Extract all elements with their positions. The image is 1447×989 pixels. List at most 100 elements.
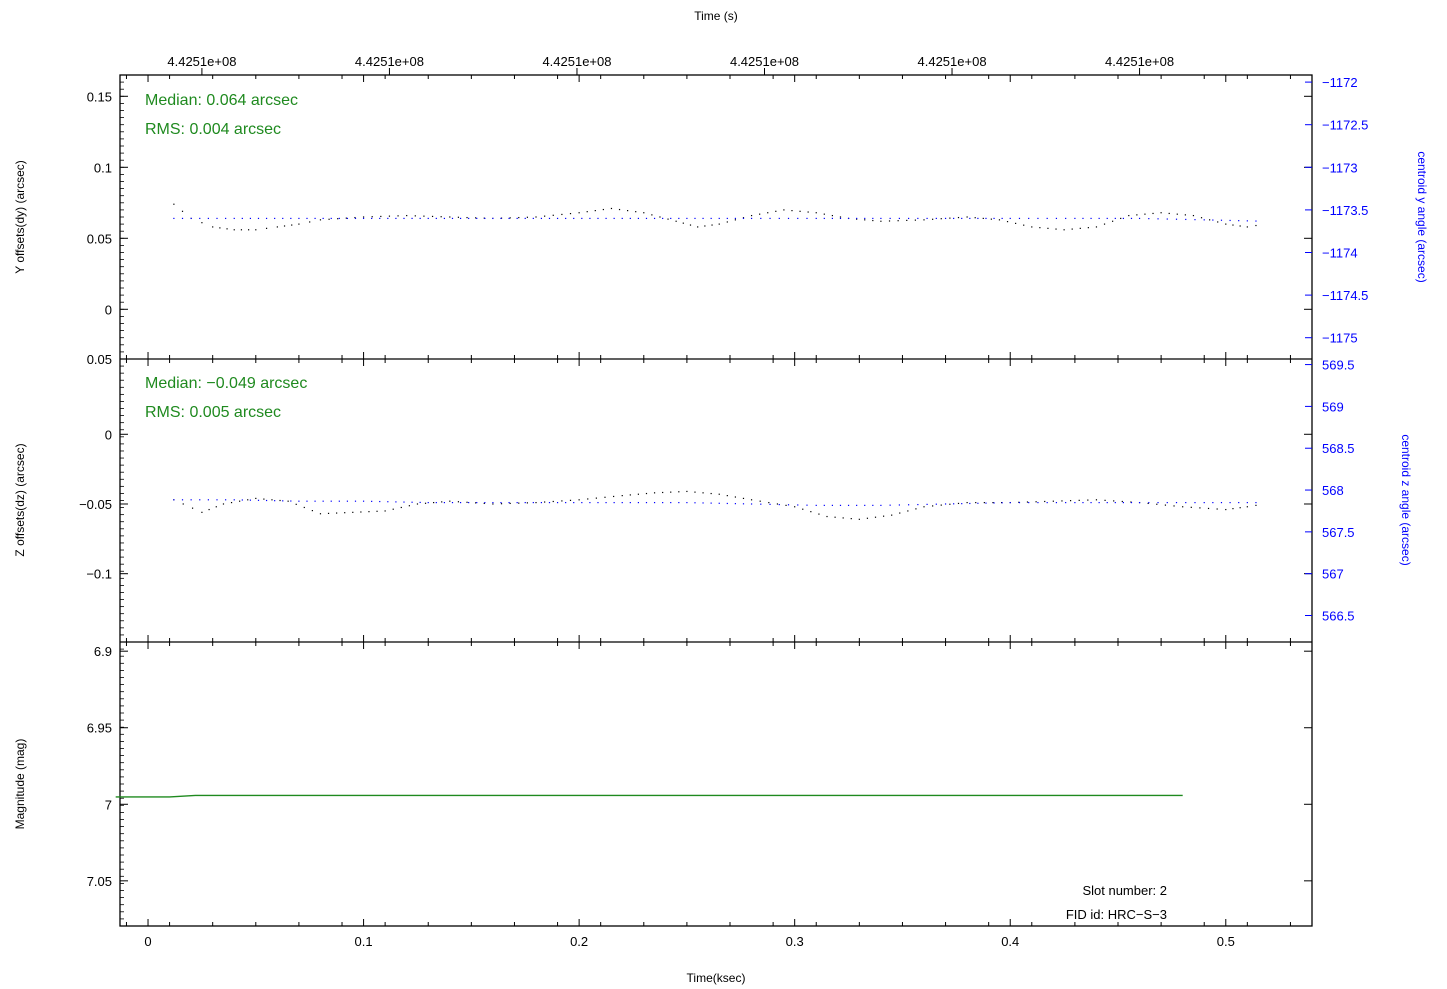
data-point-blue [742, 217, 745, 220]
data-point-blue [225, 217, 227, 220]
data-point-black [344, 512, 346, 514]
data-point-blue [387, 217, 389, 220]
data-point-black [433, 501, 435, 504]
data-point-black [1063, 229, 1065, 231]
data-point-black [240, 229, 243, 231]
data-point-black [850, 518, 852, 520]
data-point-blue [1212, 219, 1214, 221]
right-axis-tick-label: −1174 [1322, 246, 1358, 261]
data-point-black [552, 214, 554, 216]
data-point-black [940, 218, 942, 220]
data-point-blue [1114, 217, 1116, 220]
data-point-blue [216, 217, 218, 220]
data-point-blue [760, 217, 762, 220]
data-point-blue [1166, 501, 1168, 504]
data-point-blue [889, 217, 891, 220]
y-rms-text: RMS: 0.004 arcsec [145, 121, 281, 138]
data-point-black [629, 494, 631, 496]
data-point-blue [769, 217, 771, 220]
data-point-blue [898, 504, 900, 506]
right-axis-tick-label: 568 [1322, 483, 1344, 498]
data-point-blue [330, 217, 332, 220]
data-point-black [500, 503, 503, 505]
data-point-blue [225, 499, 227, 501]
data-point-blue [815, 217, 817, 220]
data-point-blue [1046, 217, 1048, 220]
data-point-blue [419, 501, 421, 504]
magnitude-line [115, 794, 1183, 798]
data-point-blue [917, 217, 919, 220]
data-point-black [239, 500, 241, 502]
data-point-blue [926, 217, 928, 220]
data-point-black [1232, 224, 1234, 226]
data-point-black [271, 499, 273, 501]
data-point-black [380, 215, 382, 218]
data-point-black [1255, 224, 1257, 227]
data-point-blue [484, 501, 486, 504]
data-point-blue [977, 217, 979, 220]
data-point-blue [371, 500, 373, 502]
data-point-blue [419, 217, 421, 220]
data-point-black [1055, 228, 1057, 230]
data-point-black [678, 491, 680, 493]
data-point-blue [702, 502, 704, 504]
data-point-black [1255, 504, 1257, 506]
data-point-black [726, 495, 728, 497]
data-point-black [431, 215, 434, 218]
data-point-blue [926, 503, 928, 505]
data-point-black [1128, 214, 1130, 217]
data-point-black [767, 212, 769, 214]
data-point-black [440, 216, 442, 218]
data-point-blue [969, 502, 971, 505]
data-point-black [686, 490, 688, 493]
data-point-black [659, 216, 661, 218]
data-point-blue [443, 217, 446, 220]
top-tick-label: 4.4251e+08 [355, 54, 424, 69]
data-point-black [783, 209, 785, 211]
data-point-blue [806, 504, 808, 506]
data-point-blue [718, 502, 720, 504]
data-point-blue [1166, 218, 1168, 220]
data-point-blue [742, 503, 745, 505]
data-point-blue [435, 217, 437, 220]
data-point-black [457, 501, 460, 503]
data-point-blue [548, 217, 551, 220]
data-point-black [882, 515, 885, 517]
data-point-blue [233, 217, 235, 220]
data-point-black [1095, 499, 1098, 501]
data-point-blue [249, 217, 252, 220]
right-axis-tick-label: −1173 [1322, 160, 1358, 175]
data-point-black [414, 215, 416, 217]
x-tick-label: 0.4 [1001, 934, 1019, 949]
data-point-blue [1185, 218, 1187, 221]
top-tick-label: 4.4251e+08 [1105, 54, 1174, 69]
data-point-blue [468, 501, 470, 504]
data-point-blue [1122, 217, 1124, 220]
data-point-black [653, 492, 656, 494]
data-point-blue [322, 217, 324, 220]
data-point-blue [290, 500, 292, 502]
data-point-black [388, 215, 391, 217]
right-axis-tick-label: 567.5 [1322, 525, 1355, 540]
data-point-black [915, 508, 917, 510]
data-point-black [643, 212, 645, 214]
data-point-black [891, 514, 893, 516]
data-point-blue [257, 499, 260, 501]
data-point-blue [1009, 217, 1011, 220]
data-point-blue [605, 501, 607, 504]
data-point-black [1207, 507, 1210, 510]
data-point-blue [1157, 501, 1159, 504]
data-point-blue [216, 499, 218, 501]
data-point-black [682, 222, 684, 224]
data-point-black [182, 503, 184, 505]
data-point-blue [1046, 501, 1048, 504]
data-point-black [526, 502, 528, 504]
data-point-black [337, 218, 339, 220]
right-axis-tick-label: 569.5 [1322, 358, 1355, 373]
y-offsets-axis-title: Y offsets(dy) (arcsec) [13, 160, 27, 274]
data-point-blue [1074, 217, 1076, 220]
data-point-blue [750, 503, 753, 505]
data-point-black [587, 498, 589, 500]
data-point-black [595, 497, 597, 499]
data-point-blue [427, 217, 429, 220]
